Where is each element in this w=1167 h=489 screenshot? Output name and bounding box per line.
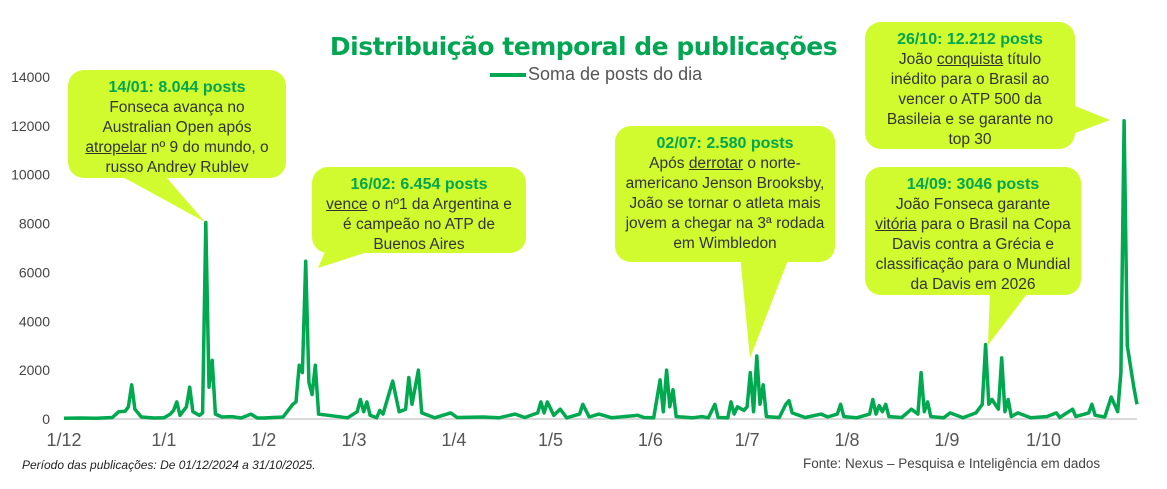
annotation-text: título inédito para o Brasil ao vencer o…	[886, 51, 1054, 148]
y-tick-label: 4000	[19, 313, 50, 329]
legend-swatch	[490, 72, 526, 77]
annotation-head: 16/02: 6.454 posts	[350, 176, 488, 193]
period-note: Período das publicações: De 01/12/2024 a…	[22, 458, 316, 472]
y-tick-label: 6000	[19, 264, 50, 280]
annotation-bubble-feb: 16/02: 6.454 posts vence o nº1 da Argent…	[312, 167, 526, 253]
annotation-bubble-jul: 02/07: 2.580 posts Após derrotar o norte…	[615, 126, 835, 262]
x-tick-label: 1/4	[441, 430, 466, 450]
source-note: Fonte: Nexus – Pesquisa e Inteligência e…	[803, 456, 1101, 471]
annotation-text: nº 9 do mundo, o russo Andrey Rublev	[105, 139, 269, 176]
annotation-text: para o Brasil na Copa Davis contra a Gré…	[875, 216, 1071, 293]
x-tick-label: 1/10	[1026, 430, 1061, 450]
x-tick-label: 1/2	[251, 430, 276, 450]
x-tick-label: 1/8	[834, 430, 859, 450]
legend: Soma de posts do dia	[490, 64, 702, 85]
x-tick-label: 1/6	[638, 430, 663, 450]
annotation-bubble-sep: 14/09: 3046 posts João Fonseca garante v…	[865, 167, 1081, 295]
annotation-bubble-oct: 26/10: 12.212 posts João conquista títul…	[865, 22, 1075, 149]
legend-label: Soma de posts do dia	[528, 64, 703, 84]
annotation-head: 26/10: 12.212 posts	[897, 31, 1043, 48]
x-tick-label: 1/12	[46, 430, 81, 450]
y-tick-label: 10000	[11, 167, 50, 183]
annotation-pointer	[740, 255, 790, 358]
annotation-pointer	[110, 170, 205, 222]
y-tick-label: 8000	[19, 216, 50, 232]
annotation-text: o nº1 da Argentina e é campeão no ATP de…	[343, 196, 512, 253]
annotation-text: Fonseca avança no Australian Open após	[102, 99, 252, 136]
x-tick-label: 1/9	[934, 430, 959, 450]
annotation-keyword: vitória	[875, 216, 917, 233]
annotation-text: João	[898, 51, 937, 68]
annotation-pointer	[988, 290, 1030, 345]
y-tick-label: 12000	[11, 118, 50, 134]
y-tick-label: 0	[42, 411, 50, 427]
annotation-text: Após	[649, 155, 689, 172]
annotation-keyword: atropelar	[85, 139, 147, 156]
chart-title: Distribuição temporal de publicações	[329, 32, 838, 61]
annotation-bubble-jan: 14/01: 8.044 posts Fonseca avança no Aus…	[68, 70, 286, 178]
annotation-text: João Fonseca garante	[895, 196, 1051, 213]
annotation-keyword: conquista	[936, 51, 1004, 68]
x-tick-label: 1/7	[735, 430, 760, 450]
annotation-keyword: vence	[326, 196, 368, 213]
y-tick-label: 14000	[11, 69, 50, 85]
y-tick-label: 2000	[19, 362, 50, 378]
annotation-head: 14/09: 3046 posts	[906, 176, 1040, 193]
series-line-soma-posts	[63, 118, 1139, 421]
x-tick-label: 1/3	[341, 430, 366, 450]
annotation-text: o norte-americano Jenson Brooksby, João …	[625, 155, 825, 252]
annotation-keyword: derrotar	[688, 155, 744, 172]
annotation-head: 02/07: 2.580 posts	[656, 135, 794, 152]
x-tick-label: 1/5	[538, 430, 563, 450]
x-tick-label: 1/1	[151, 430, 176, 450]
annotation-head: 14/01: 8.044 posts	[108, 79, 246, 96]
